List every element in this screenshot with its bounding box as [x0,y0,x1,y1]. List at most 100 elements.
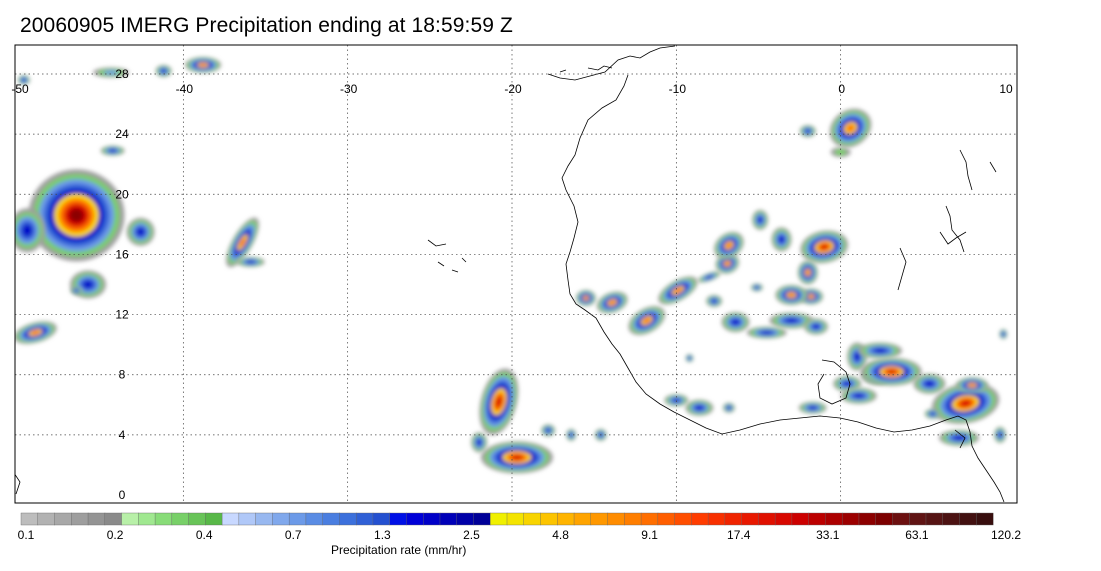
precip-cell [804,318,829,335]
precip-contour [843,381,851,386]
precip-contour [854,353,860,361]
precip-contour [247,260,255,264]
precip-cell [722,402,735,413]
precip-contour [808,295,814,299]
colorbar-swatch [674,512,692,526]
precip-cell [479,368,519,435]
lat-tick-label: 16 [115,247,129,261]
precip-contour [103,70,119,75]
precip-contour [239,237,246,248]
precip-contour [584,296,588,300]
precip-contour [695,405,703,410]
map-frame [14,44,1018,504]
colorbar-swatch [54,512,72,526]
precip-contour [712,299,717,303]
colorbar-swatch [71,512,89,526]
colorbar-label: Precipitation rate (mm/hr) [331,543,467,557]
lat-tick-label: 4 [119,428,126,442]
precip-contour [161,69,166,73]
colorbar-tick-label: 1.3 [374,528,391,542]
colorbar-swatch [858,512,877,526]
colorbar-swatch [20,512,39,526]
precip-contour [886,369,897,375]
colorbar-tick-label: 0.1 [18,528,35,542]
precip-cell [70,286,83,295]
colorbar-swatch [909,512,927,526]
lat-tick-label: 8 [119,368,126,382]
lon-tick-label: -50 [11,82,29,96]
colorbar-swatch [590,512,609,526]
precip-cell [566,428,577,441]
precip-contour [998,432,1002,437]
colorbar-swatch [825,512,843,526]
precip-cell [685,399,714,416]
precip-cell [697,271,721,283]
lat-tick-label: 24 [115,127,129,141]
precip-contour [495,396,503,408]
precip-contour [846,124,855,132]
precip-contour [725,261,730,266]
precip-contour [643,317,651,324]
colorbar-swatch [288,512,307,526]
precip-contour [1002,332,1005,336]
precip-cell [956,377,989,394]
precip-contour [74,289,79,292]
precip-contour [761,331,772,335]
colorbar-swatch [573,512,592,526]
colorbar-swatch [406,512,424,526]
colorbar-tick-label: 4.8 [552,528,569,542]
colorbar-swatch [138,512,156,526]
precip-cell [126,217,155,246]
precip-cell [685,354,694,363]
precip-cell [798,401,827,414]
lon-tick-label: -10 [669,82,687,96]
colorbar-tick-label: 17.4 [727,528,751,542]
precip-contour [727,406,731,410]
colorbar-tick-label: 0.7 [285,528,302,542]
precip-contour [109,149,116,152]
precip-cell [541,424,556,437]
colorbar-swatch [791,512,810,526]
colorbar-swatch [272,512,290,526]
precip-cell [664,394,689,407]
precip-contour [569,433,573,437]
colorbar-swatch [490,512,508,526]
precip-cell [628,306,666,336]
precip-cell [185,56,222,73]
graticule [15,45,1017,503]
precip-cell [861,357,922,386]
colorbar-swatch [87,512,106,526]
precip-contour [706,275,713,279]
colorbar-swatch [741,512,759,526]
precip-contour [809,406,817,410]
lat-tick-label: 20 [115,187,129,201]
precip-cell [913,373,946,394]
lon-tick-label: 10 [999,82,1013,96]
precip-cell [797,260,818,285]
precip-cell [226,217,259,268]
colorbar-swatch [808,512,826,526]
colorbar-swatch [640,512,659,526]
colorbar-tick-label: 63.1 [905,528,929,542]
precip-contour [854,393,864,398]
precip-contour [674,287,682,294]
colorbar-swatch [121,512,139,526]
precip-contour [83,280,93,289]
colorbar-swatch [540,512,558,526]
lon-tick-label: 0 [838,82,845,96]
colorbar-swatches [20,512,994,526]
colorbar-swatch [473,512,491,526]
colorbar-swatch [188,512,206,526]
colorbar-swatch [758,512,776,526]
colorbar-swatch [691,512,709,526]
precip-cell [775,285,808,306]
precip-cell [658,276,698,305]
precip-cell [999,329,1008,340]
precip-contour [136,228,145,236]
colorbar-swatch [774,512,793,526]
precip-contour [22,224,32,237]
colorbar-swatch [372,512,391,526]
precip-cell [840,387,877,404]
precip-cell [858,342,903,359]
